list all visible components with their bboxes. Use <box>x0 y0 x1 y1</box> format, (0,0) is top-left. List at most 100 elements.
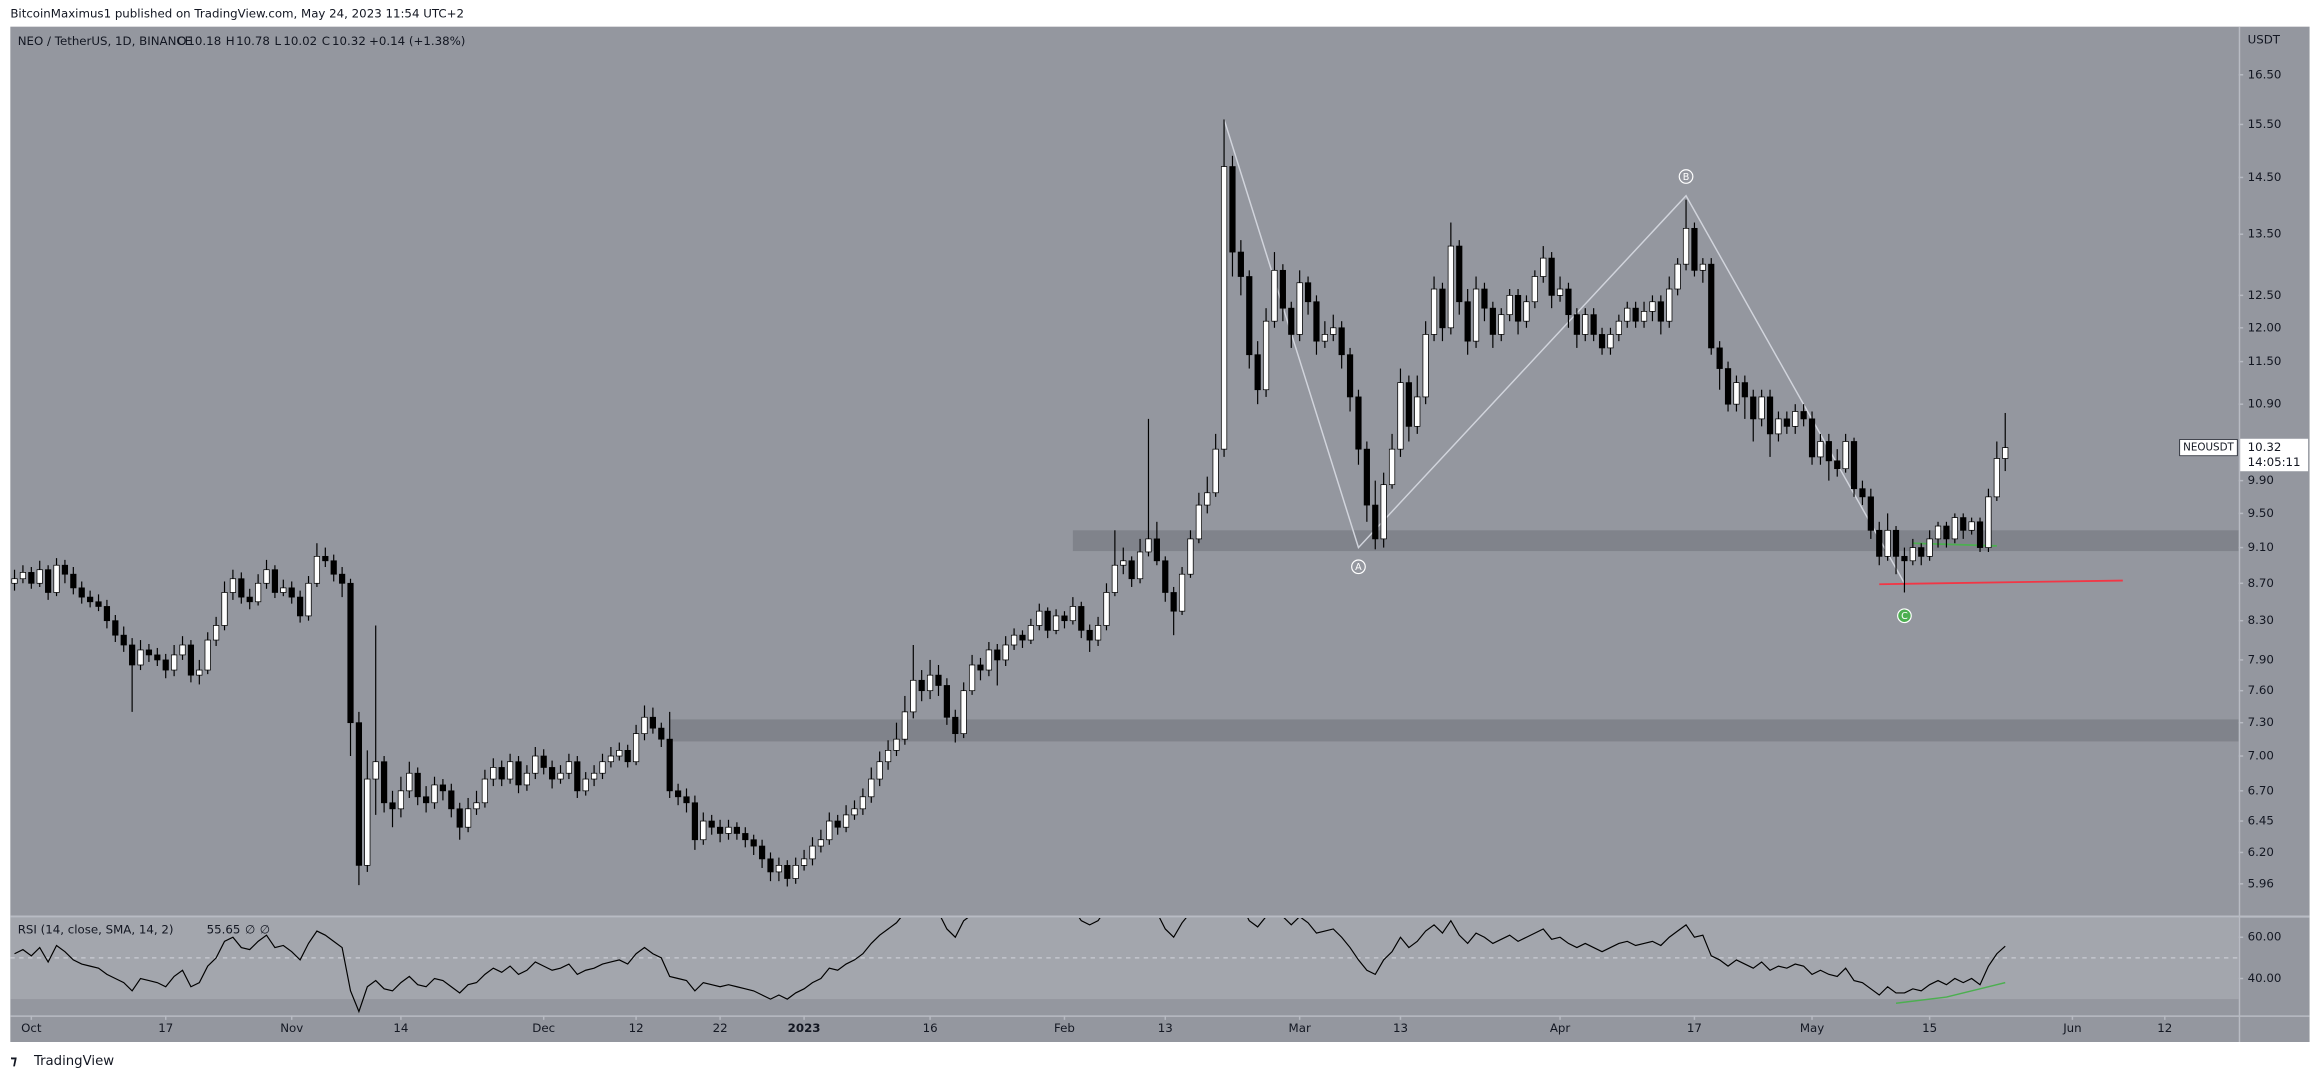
candle-body <box>1708 263 1715 349</box>
candle-body <box>1540 257 1547 277</box>
ohlc-value: 10.32 <box>332 34 366 48</box>
candle-body <box>591 772 598 780</box>
candle-body <box>1372 504 1379 540</box>
rsi-na: ∅ <box>260 922 270 936</box>
candle-body <box>523 772 531 786</box>
candle-body <box>1960 517 1967 531</box>
candle-body <box>1447 245 1454 329</box>
candle-body <box>1111 564 1118 593</box>
candle-body <box>910 679 917 713</box>
candle-body <box>1624 307 1631 322</box>
candle-body <box>1254 354 1261 391</box>
candle-body <box>784 864 791 879</box>
candle-body <box>196 669 203 676</box>
candle-body <box>297 596 304 617</box>
candle-body <box>1590 314 1597 335</box>
candle-body <box>465 808 472 828</box>
candle-body <box>1229 166 1236 253</box>
candle-body <box>87 596 94 603</box>
rsi-value: 55.65 <box>207 922 241 936</box>
candle-body <box>78 587 85 598</box>
candle-body <box>1556 288 1564 296</box>
candle-body <box>1380 484 1387 540</box>
y-tick-label: 7.60 <box>2248 683 2274 697</box>
y-tick-label: 6.20 <box>2248 845 2274 859</box>
candle-body <box>1010 634 1018 646</box>
candle-body <box>800 858 808 866</box>
y-tick-label: 13.50 <box>2248 227 2282 241</box>
x-tick-label: 15 <box>1922 1021 1937 1035</box>
ohlc-key: O <box>177 34 186 48</box>
candle-body <box>1834 460 1841 470</box>
candle-body <box>733 826 740 834</box>
candle-body <box>1128 560 1135 580</box>
candle-body <box>683 796 690 804</box>
candle-body <box>19 572 27 580</box>
candle-body <box>1288 307 1295 335</box>
candle-body <box>1456 245 1463 303</box>
candle-body <box>935 674 942 686</box>
candle-body <box>1682 227 1690 265</box>
candle-body <box>1489 307 1496 335</box>
candle-body <box>977 664 984 671</box>
candle-body <box>1363 448 1370 506</box>
y-tick-label: 15.50 <box>2248 117 2282 131</box>
candle-body <box>1313 301 1320 342</box>
candle-body <box>271 569 279 593</box>
x-tick-label: 12 <box>629 1021 644 1035</box>
candle-body <box>187 644 195 676</box>
candle-body <box>574 761 581 792</box>
candle-body <box>171 654 178 671</box>
x-tick-label: Oct <box>21 1021 42 1035</box>
candle-body <box>1716 347 1723 369</box>
y-tick-label: 8.70 <box>2248 576 2274 590</box>
candle-body <box>473 802 480 810</box>
candle-body <box>758 845 766 860</box>
candle-body <box>1506 294 1513 316</box>
x-tick-label: 16 <box>923 1021 938 1035</box>
change: +0.14 (+1.38%) <box>369 34 465 48</box>
price-pane <box>11 119 2239 887</box>
candle-body <box>1036 610 1043 626</box>
ohlc-value: 10.02 <box>283 34 317 48</box>
candle-body <box>364 778 371 866</box>
candle-body <box>1397 382 1404 450</box>
candle-body <box>1523 301 1530 322</box>
candle-body <box>1976 521 1984 548</box>
candle-body <box>423 796 430 804</box>
candle-body <box>1237 251 1244 277</box>
candle-body <box>700 820 707 841</box>
candle-body <box>305 582 312 617</box>
candle-body <box>120 634 127 646</box>
candle-body <box>448 790 455 810</box>
candle-body <box>1019 634 1026 641</box>
candle-body <box>1304 282 1312 303</box>
candle-body <box>288 587 295 598</box>
candle-body <box>607 755 614 763</box>
candle-body <box>339 573 346 584</box>
candle-body <box>45 569 52 593</box>
candle-body <box>1615 320 1622 335</box>
candle-body <box>1338 327 1345 356</box>
x-tick-label: 2023 <box>788 1021 821 1035</box>
x-tick-label: 14 <box>393 1021 408 1035</box>
candle-body <box>1548 257 1555 296</box>
candle-body <box>1145 538 1152 553</box>
footer: TradingView <box>33 1054 114 1069</box>
candle-body <box>406 772 413 792</box>
candle-body <box>952 716 959 735</box>
candle-body <box>229 578 237 593</box>
candle-body <box>1414 396 1421 427</box>
candle-body <box>1052 615 1060 631</box>
candle-body <box>666 738 673 792</box>
candle-body <box>515 761 522 786</box>
candle-body <box>540 755 547 768</box>
candle-body <box>313 555 321 584</box>
candle-body <box>674 790 682 798</box>
wave-label-circle <box>1351 559 1366 575</box>
x-tick-label: Dec <box>532 1021 555 1035</box>
candle-body <box>1640 311 1648 322</box>
wave-label: B <box>1683 172 1690 183</box>
candle-body <box>1220 166 1228 450</box>
